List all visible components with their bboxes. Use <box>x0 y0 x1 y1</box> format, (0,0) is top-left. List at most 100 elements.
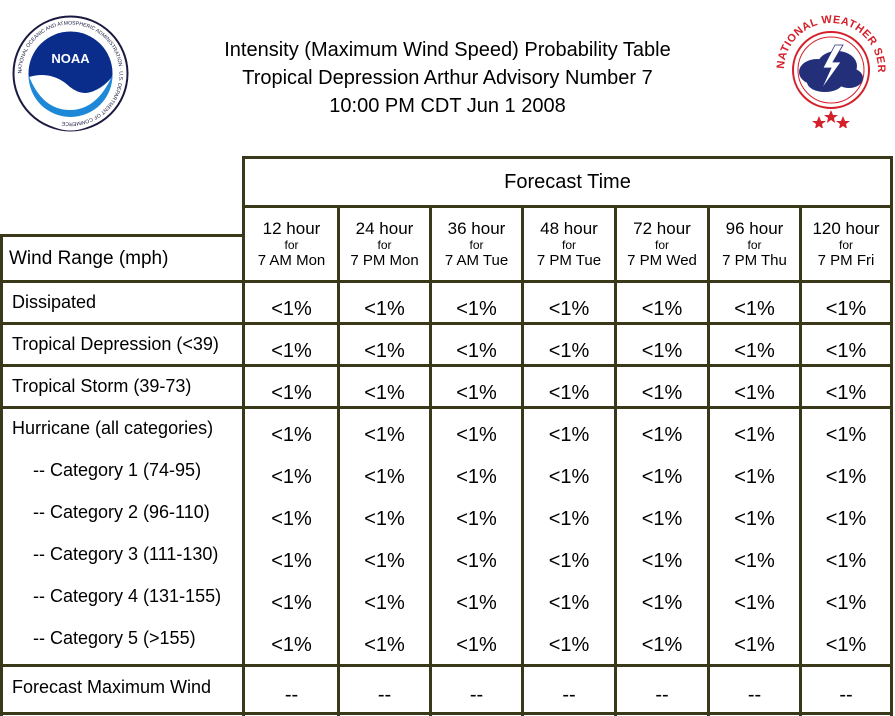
table-cell: <1% <box>548 465 590 488</box>
table-cell: <1% <box>364 339 405 362</box>
table-cell: <1% <box>734 381 775 404</box>
column-time: 7 PM Fri <box>817 252 875 269</box>
table-cell: <1% <box>641 297 683 320</box>
column-time: 7 PM Thu <box>722 252 787 269</box>
column-for: for <box>747 238 762 252</box>
table-cell: <1% <box>734 507 775 530</box>
noaa-logo: NOAA NATIONAL OCEANIC AND ATMOSPHERIC AD… <box>12 15 129 132</box>
column-hours: 12 hour <box>262 219 321 238</box>
nws-logo: NATIONAL WEATHER SERVICE <box>775 10 887 128</box>
table-gridline <box>707 205 710 716</box>
column-hours: 24 hour <box>355 219 414 238</box>
table-cell: <1% <box>456 507 497 530</box>
row-label: -- Category 5 (>155) <box>33 628 196 648</box>
column-header-4: 48 hour for 7 PM Tue <box>524 219 614 269</box>
table-gridline <box>0 322 893 325</box>
table-cell: <1% <box>734 339 775 362</box>
column-for: for <box>654 238 669 252</box>
table-cell: <1% <box>271 549 312 572</box>
table-cell: <1% <box>271 381 312 404</box>
table-cell: <1% <box>641 381 683 404</box>
table-cell: <1% <box>271 591 312 614</box>
row-label: -- Category 3 (111-130) <box>33 544 219 564</box>
column-time: 7 PM Wed <box>627 252 697 269</box>
table-cell: -- <box>284 683 299 706</box>
row-label: -- Category 2 (96-110) <box>33 502 210 522</box>
column-header-2: 24 hour for 7 PM Mon <box>340 219 429 269</box>
table-gridline <box>0 406 893 409</box>
table-cell: <1% <box>271 423 312 446</box>
table-cell: <1% <box>456 423 497 446</box>
column-hours: 36 hour <box>447 219 506 238</box>
column-time: 7 PM Mon <box>350 252 419 269</box>
title-line-1: Intensity (Maximum Wind Speed) Probabili… <box>224 39 671 61</box>
table-cell: <1% <box>271 297 312 320</box>
table-cell: <1% <box>456 591 497 614</box>
row-label: Tropical Storm (39-73) <box>12 376 192 396</box>
table-cell: <1% <box>548 507 590 530</box>
table-cell: <1% <box>456 381 497 404</box>
table-cell: <1% <box>364 423 405 446</box>
row-label: -- Category 1 (74-95) <box>33 460 202 480</box>
table-cell: <1% <box>548 633 590 656</box>
table-cell: <1% <box>364 381 405 404</box>
table-gridline <box>0 234 245 237</box>
table-cell: <1% <box>825 633 867 656</box>
table-gridline <box>890 156 893 716</box>
table-gridline <box>0 280 893 283</box>
table-cell: <1% <box>548 381 590 404</box>
column-hours: 48 hour <box>540 219 598 238</box>
title-line-2: Tropical Depression Arthur Advisory Numb… <box>242 67 653 89</box>
table-cell: <1% <box>364 633 405 656</box>
table-cell: <1% <box>734 297 775 320</box>
column-header-3: 36 hour for 7 AM Tue <box>432 219 521 269</box>
table-cell: <1% <box>825 549 867 572</box>
table-cell: <1% <box>271 633 312 656</box>
row-label: Dissipated <box>12 292 97 312</box>
table-cell: <1% <box>641 591 683 614</box>
table-gridline <box>242 156 245 716</box>
table-cell: <1% <box>641 339 683 362</box>
table-cell: <1% <box>456 465 497 488</box>
page-title: Intensity (Maximum Wind Speed) Probabili… <box>170 36 725 120</box>
table-cell: -- <box>469 683 484 706</box>
table-cell: <1% <box>364 507 405 530</box>
row-label: Tropical Depression (<39) <box>12 334 219 354</box>
column-for: for <box>377 238 392 252</box>
table-cell: <1% <box>548 339 590 362</box>
table-cell: <1% <box>825 423 867 446</box>
column-header-6: 96 hour for 7 PM Thu <box>710 219 799 269</box>
column-header-1: 12 hour for 7 AM Mon <box>246 219 337 269</box>
row-label: Forecast Maximum Wind <box>12 677 212 697</box>
table-cell: -- <box>747 683 762 706</box>
table-cell: <1% <box>734 423 775 446</box>
table-cell: <1% <box>364 591 405 614</box>
column-for: for <box>561 238 576 252</box>
table-cell: <1% <box>364 465 405 488</box>
table-cell: <1% <box>548 297 590 320</box>
table-gridline <box>521 205 524 716</box>
table-gridline <box>337 205 340 716</box>
table-cell: -- <box>562 683 576 706</box>
table-gridline <box>242 156 893 159</box>
table-cell: <1% <box>456 339 497 362</box>
wind-range-header: Wind Range (mph) <box>9 248 169 269</box>
table-cell: <1% <box>641 465 683 488</box>
table-cell: <1% <box>271 465 312 488</box>
column-header-7: 120 hour for 7 PM Fri <box>802 219 890 269</box>
table-cell: <1% <box>548 423 590 446</box>
table-cell: <1% <box>456 633 497 656</box>
table-cell: <1% <box>734 549 775 572</box>
table-cell: <1% <box>734 591 775 614</box>
title-line-3: 10:00 PM CDT Jun 1 2008 <box>329 95 566 117</box>
row-label: Hurricane (all categories) <box>12 418 214 438</box>
column-time: 7 AM Tue <box>444 252 509 269</box>
table-gridline <box>0 664 893 667</box>
table-cell: <1% <box>271 507 312 530</box>
column-for: for <box>838 238 853 252</box>
table-cell: <1% <box>734 465 775 488</box>
table-cell: <1% <box>825 339 867 362</box>
row-label: -- Category 4 (131-155) <box>33 586 222 606</box>
table-gridline <box>614 205 617 716</box>
column-for: for <box>284 238 299 252</box>
